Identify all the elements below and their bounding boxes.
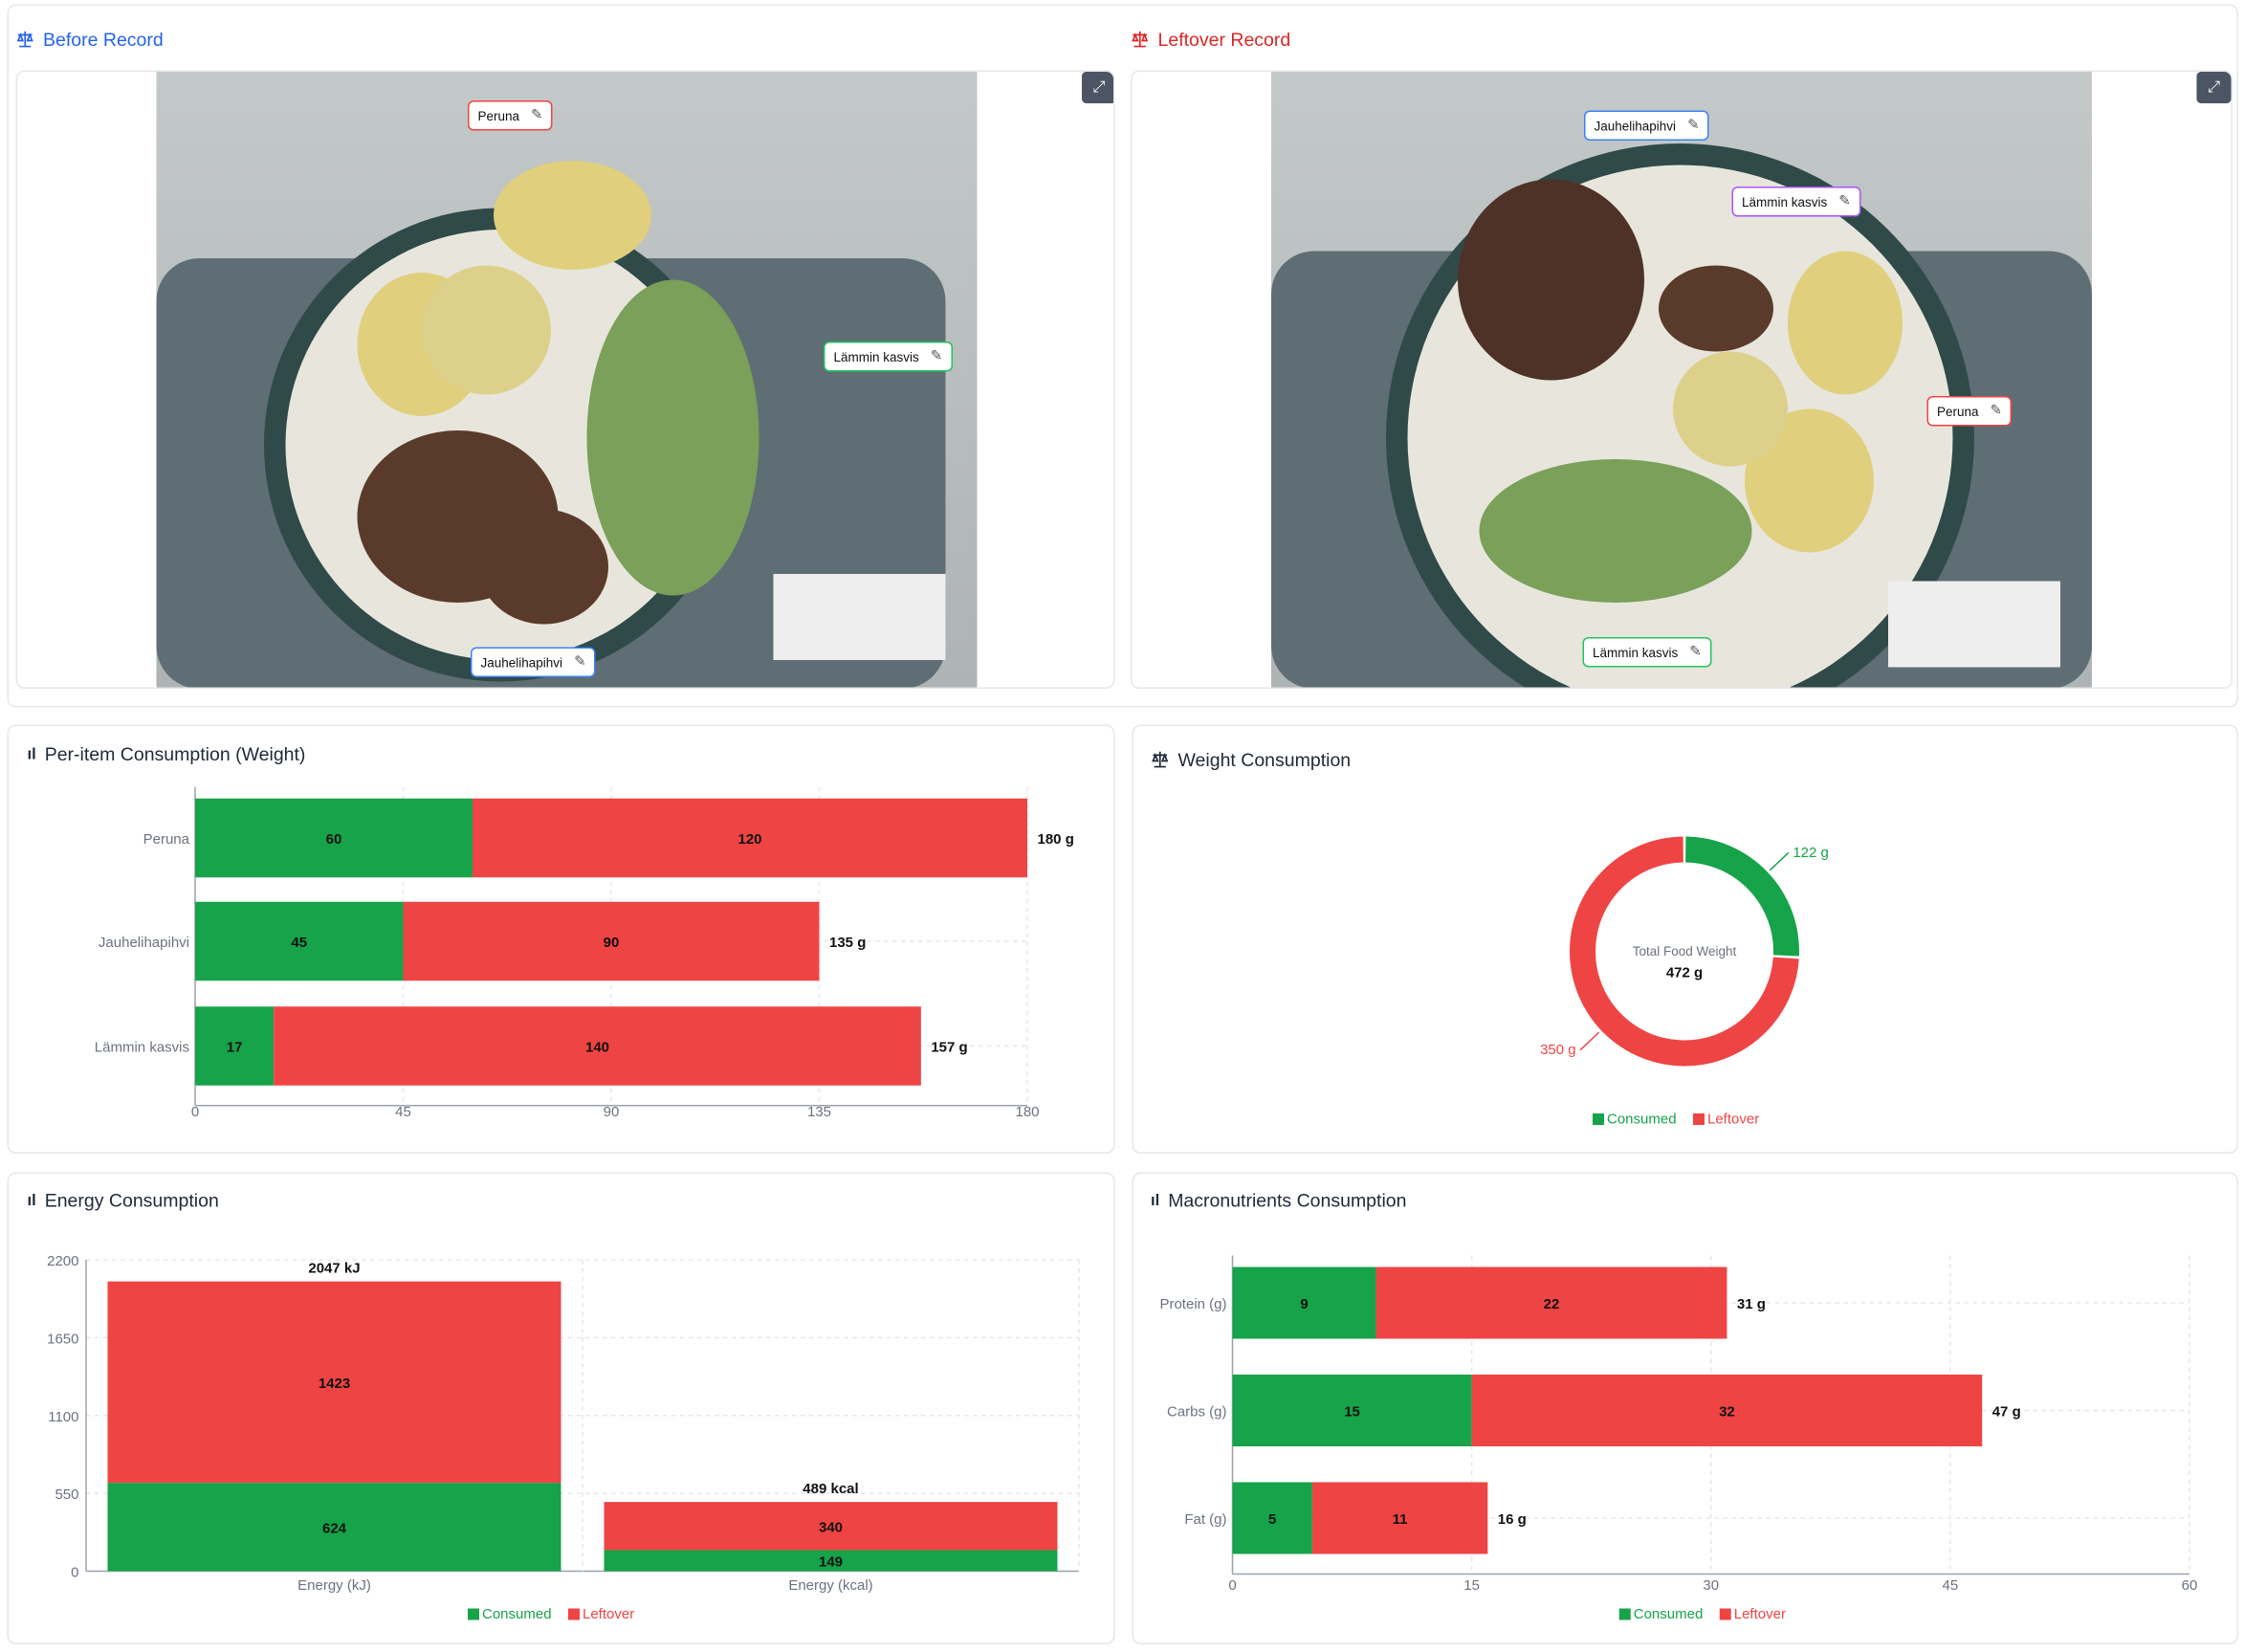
bar-chart-icon: ıl [27, 745, 36, 763]
macro-title: ıl Macronutrients Consumption [1151, 1190, 1406, 1212]
edit-icon[interactable]: ✎ [1838, 193, 1851, 210]
per-item-title: ıl Per-item Consumption (Weight) [28, 743, 306, 765]
leftover-title-text: Leftover Record [1157, 29, 1291, 51]
scale-icon [1132, 31, 1149, 48]
label-jauhelihapihvi[interactable]: Jauhelihapihvi ✎ [471, 647, 597, 677]
label-text: Jauhelihapihvi [1594, 118, 1677, 133]
label-text: Jauhelihapihvi [480, 654, 563, 670]
label-lammin-kasvis[interactable]: Lämmin kasvis ✎ [824, 341, 953, 372]
edit-icon[interactable]: ✎ [574, 654, 586, 671]
scale-icon [1152, 751, 1169, 768]
bar-chart-icon: ıl [1151, 1191, 1160, 1209]
label-lammin-kasvis[interactable]: Lämmin kasvis ✎ [1731, 187, 1861, 217]
label-peruna[interactable]: Peruna ✎ [1926, 396, 2013, 427]
energy-card [7, 1172, 1115, 1644]
energy-title-text: Energy Consumption [44, 1189, 219, 1212]
label-text: Peruna [477, 108, 520, 123]
scale-icon [16, 31, 33, 48]
before-image-panel: ⤢ Peruna ✎ Lämmin kasvis ✎ Jauhelihapihvi ✎ [15, 70, 1115, 689]
before-photo[interactable] [156, 72, 978, 688]
label-jauhelihapihvi[interactable]: Jauhelihapihvi ✎ [1584, 110, 1710, 141]
leftover-image-panel: ⤢ Jauhelihapihvi ✎ Lämmin kasvis ✎ Peruna ✎… [1131, 70, 2233, 689]
label-text: Lämmin kasvis [833, 349, 919, 364]
macro-card [1132, 1172, 2238, 1644]
label-lammin-kasvis[interactable]: Lämmin kasvis ✎ [1582, 637, 1712, 668]
leftover-title: Leftover Record [1131, 29, 1290, 51]
bar-chart-icon: ıl [27, 1191, 36, 1209]
label-peruna[interactable]: Peruna ✎ [468, 100, 554, 131]
label-text: Lämmin kasvis [1742, 194, 1828, 209]
edit-icon[interactable]: ✎ [531, 107, 543, 124]
per-item-title-text: Per-item Consumption (Weight) [44, 743, 306, 765]
before-title-text: Before Record [43, 29, 164, 51]
expand-before-button[interactable]: ⤢ [1082, 72, 1113, 103]
leftover-photo[interactable] [1271, 72, 2092, 688]
expand-leftover-button[interactable]: ⤢ [2196, 72, 2232, 103]
plate-image [1271, 143, 2092, 688]
plate-image [156, 161, 946, 688]
edit-icon[interactable]: ✎ [1687, 118, 1700, 134]
edit-icon[interactable]: ✎ [930, 348, 943, 365]
edit-icon[interactable]: ✎ [1990, 403, 2003, 420]
weight-card [1132, 724, 2238, 1154]
before-title: Before Record [16, 29, 164, 51]
per-item-card [7, 724, 1115, 1154]
label-text: Lämmin kasvis [1593, 645, 1679, 660]
weight-title: Weight Consumption [1151, 749, 1351, 771]
energy-title: ıl Energy Consumption [28, 1190, 219, 1212]
weight-title-text: Weight Consumption [1177, 749, 1352, 771]
edit-icon[interactable]: ✎ [1689, 644, 1702, 661]
label-text: Peruna [1937, 404, 1979, 419]
macro-title-text: Macronutrients Consumption [1168, 1189, 1407, 1212]
